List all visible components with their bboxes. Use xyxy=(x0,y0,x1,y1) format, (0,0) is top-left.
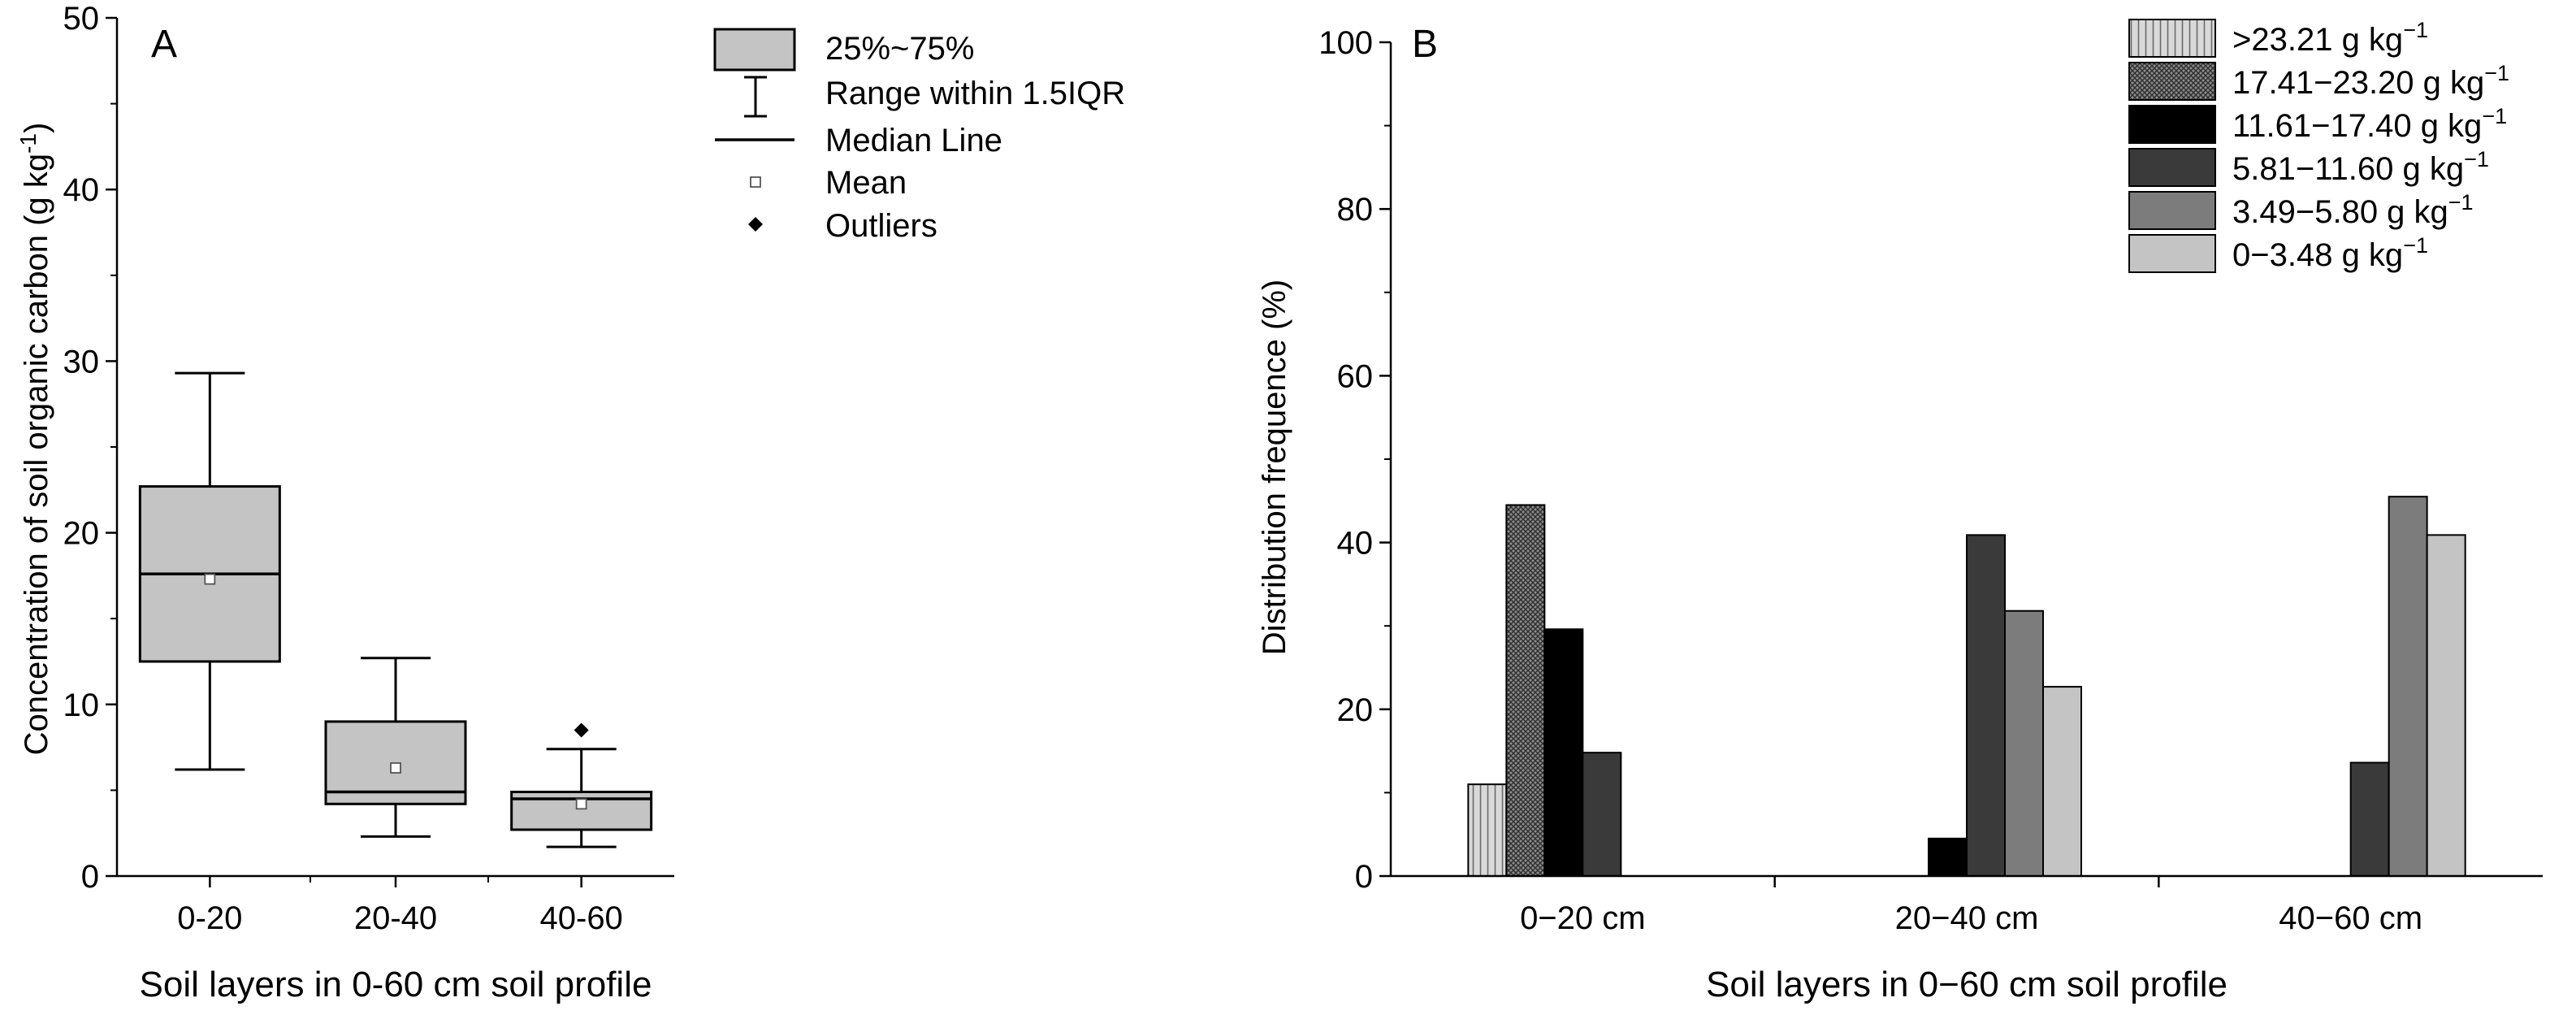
legend-label-text: >23.21 g kg xyxy=(2232,22,2403,58)
legend-label-text: 5.81−11.60 g kg xyxy=(2232,151,2464,187)
y-tick-label: 0 xyxy=(1355,859,1373,895)
y-tick-label: 20 xyxy=(63,516,100,552)
x-tick-label: 0−20 cm xyxy=(1520,900,1646,936)
panel-b-legend: >23.21 g kg−117.41−23.20 g kg−111.61−17.… xyxy=(2128,18,2509,273)
legend-label: 11.61−17.40 g kg−1 xyxy=(2232,104,2507,144)
panel-b-x-axis-label: Soil layers in 0−60 cm soil profile xyxy=(1706,965,2227,1004)
box-40-60 xyxy=(510,722,653,848)
box-0-20 xyxy=(138,371,281,771)
legend-outlier-icon xyxy=(748,217,763,232)
legend-swatch xyxy=(2128,191,2216,230)
x-tick-label: 20-40 xyxy=(354,900,437,936)
bar xyxy=(2426,534,2466,878)
bar xyxy=(1543,628,1584,878)
y-tick-label: 80 xyxy=(1337,192,1374,228)
x-tick-label: 20−40 cm xyxy=(1895,900,2039,936)
legend-label-sup: −1 xyxy=(2484,61,2509,85)
legend-label: 0−3.48 g kg−1 xyxy=(2232,233,2428,273)
panel-b-bars xyxy=(1467,496,2466,878)
x-tick-label: 40−60 cm xyxy=(2279,900,2422,936)
legend-swatch xyxy=(2128,62,2216,101)
legend-swatch xyxy=(2128,105,2216,144)
panel-a-legend: 25%~75% Range within 1.5IQR Median Line Mea… xyxy=(713,28,1125,244)
legend-label-sup: −1 xyxy=(2403,233,2428,258)
bar xyxy=(2004,609,2044,877)
legend-label: 5.81−11.60 g kg−1 xyxy=(2232,147,2489,187)
panel-a-y-axis-label-main: Concentration of soil organic carbon (g … xyxy=(19,154,54,755)
y-tick-label: 40 xyxy=(63,172,100,208)
panel-a: A 0 10 20 30 40 50 0-20 20-40 40-60 Soil layers… xyxy=(15,1,1125,1004)
legend-label-text: 0−3.48 g kg xyxy=(2232,237,2403,273)
legend-label-text: 17.41−23.20 g kg xyxy=(2232,65,2484,101)
y-tick-label: 0 xyxy=(81,859,99,895)
panel-b: B 0 20 40 60 80 100 0−20 cm 20−40 cm 40−60 cm S… xyxy=(1257,18,2543,1004)
x-tick-label: 40-60 xyxy=(540,900,623,936)
legend-label: 25%~75% xyxy=(825,31,974,67)
legend-label-text: 11.61−17.40 g kg xyxy=(2232,108,2482,144)
legend-label: Range within 1.5IQR xyxy=(825,76,1125,111)
legend-label-sup: −1 xyxy=(2464,147,2489,171)
bar xyxy=(1505,504,1546,877)
panel-a-label: A xyxy=(151,23,177,66)
mean-marker xyxy=(390,762,401,774)
y-tick-label: 10 xyxy=(63,688,100,723)
legend-box-swatch xyxy=(713,28,796,72)
box-20-40 xyxy=(324,657,467,838)
panel-a-x-ticks: 0-20 20-40 40-60 xyxy=(177,876,623,936)
bar xyxy=(2042,686,2082,878)
legend-swatch xyxy=(2128,19,2216,58)
bar xyxy=(2388,496,2428,877)
y-tick-label: 20 xyxy=(1337,692,1374,728)
legend-label: Mean xyxy=(825,165,907,201)
panel-a-x-axis-label: Soil layers in 0-60 cm soil profile xyxy=(140,965,652,1004)
legend-label: Median Line xyxy=(825,123,1002,158)
legend-swatch xyxy=(2128,148,2216,187)
bar xyxy=(1966,534,2006,878)
y-tick-label: 40 xyxy=(1337,526,1374,562)
y-tick-label: 100 xyxy=(1318,25,1373,61)
x-tick-label: 0-20 xyxy=(177,900,242,936)
panel-a-y-axis-label-end: ) xyxy=(19,123,54,133)
legend-label: 17.41−23.20 g kg−1 xyxy=(2232,61,2509,101)
legend-label-sup: −1 xyxy=(2482,104,2507,128)
mean-marker xyxy=(575,798,587,810)
legend-label: 3.49−5.80 g kg−1 xyxy=(2232,190,2474,230)
panel-a-boxes xyxy=(138,371,653,848)
bar xyxy=(1928,837,1968,877)
legend-mean-icon xyxy=(750,176,761,188)
y-tick-label: 60 xyxy=(1337,358,1374,394)
y-tick-label: 30 xyxy=(63,344,100,380)
panel-b-label: B xyxy=(1412,23,1438,66)
bar xyxy=(1467,783,1508,878)
panel-a-y-axis-label: Concentration of soil organic carbon (g … xyxy=(15,123,54,756)
legend-label-sup: −1 xyxy=(2403,18,2428,42)
panel-b-x-ticks: 0−20 cm 20−40 cm 40−60 cm xyxy=(1520,876,2422,936)
legend-label-text: 3.49−5.80 g kg xyxy=(2232,194,2448,230)
legend-label-sup: −1 xyxy=(2448,190,2474,215)
legend-label: Outliers xyxy=(825,208,937,244)
panel-a-y-ticks: 0 10 20 30 40 50 xyxy=(63,1,117,895)
outlier-marker xyxy=(574,722,589,738)
panel-a-y-axis-label-sup: -1 xyxy=(15,133,41,154)
y-tick-label: 50 xyxy=(63,1,100,37)
panel-b-y-ticks: 0 20 40 60 80 100 xyxy=(1318,25,1391,895)
panel-b-y-axis-label: Distribution frequence (%) xyxy=(1257,280,1292,655)
bar xyxy=(2349,761,2390,877)
bar xyxy=(1582,752,1622,877)
legend-label: >23.21 g kg−1 xyxy=(2232,18,2428,58)
legend-swatch xyxy=(2128,234,2216,273)
mean-marker xyxy=(204,573,216,585)
